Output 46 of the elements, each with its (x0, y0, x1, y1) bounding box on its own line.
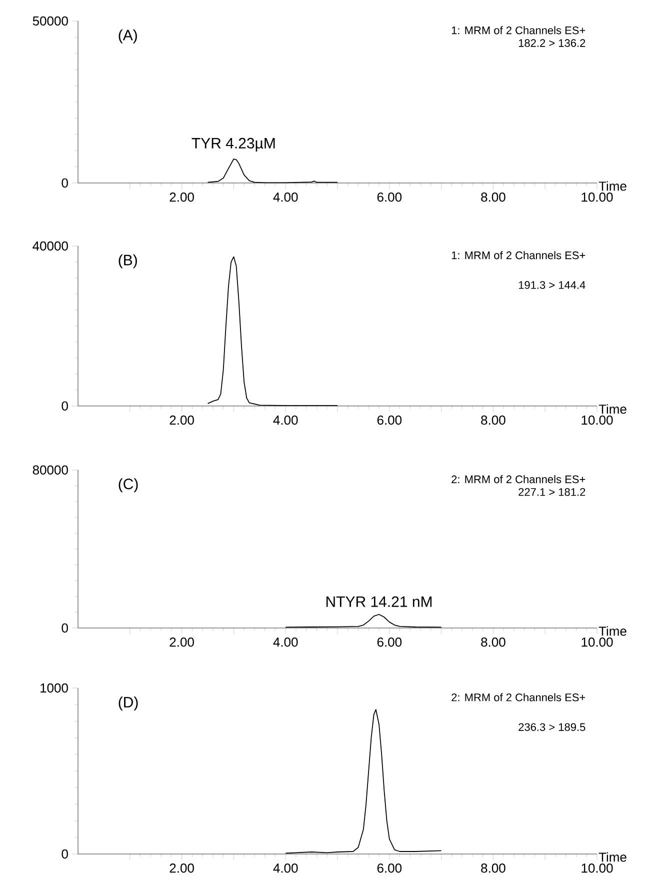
x-tick-label: 8.00 (481, 192, 506, 202)
x-tick-label: 4.00 (273, 638, 298, 647)
annotation: NTYR 14.21 nM (326, 596, 432, 607)
x-tick-label: 2.00 (170, 192, 194, 202)
x-tick-label: 8.00 (481, 864, 506, 873)
x-axis-title: Time (598, 626, 626, 636)
y-tick-label: 1000 (40, 683, 68, 693)
annotation: 182.2 > 136.2 (518, 39, 586, 47)
x-axis-title: Time (598, 852, 626, 862)
annotation: 236.3 > 189.5 (518, 723, 586, 731)
text: (D) (118, 696, 138, 710)
y-tick-label: 80000 (32, 465, 68, 475)
x-axis-title: Time (598, 404, 626, 414)
y-tick-label: 0 (62, 623, 68, 633)
annotation: 2: MRM of 2 Channels ES+ (452, 475, 586, 484)
text: (C) (118, 478, 138, 492)
x-tick-label: 2.00 (170, 638, 194, 647)
x-tick-label: 6.00 (377, 638, 402, 647)
text: (B) (118, 254, 137, 268)
x-tick-label: 4.00 (273, 864, 298, 873)
annotation: 1: MRM of 2 Channels ES+ (452, 251, 586, 260)
x-tick-label: 10.00 (582, 192, 613, 202)
x-tick-label: 6.00 (377, 192, 402, 202)
annotation: 191.3 > 144.4 (518, 281, 586, 289)
annotation: 1: MRM of 2 Channels ES+ (452, 26, 586, 34)
y-tick-label: 0 (62, 401, 68, 411)
annotation: TYR 4.23µM (192, 138, 275, 152)
x-tick-label: 2.00 (170, 416, 194, 425)
x-tick-label: 4.00 (273, 416, 298, 425)
y-tick-label: 0 (62, 849, 68, 859)
x-tick-label: 2.00 (170, 864, 194, 873)
x-tick-label: 8.00 (481, 638, 506, 647)
x-tick-label: 10.00 (582, 416, 613, 425)
x-tick-label: 10.00 (582, 638, 613, 647)
x-tick-label: 6.00 (377, 864, 402, 873)
annotation: 2: MRM of 2 Channels ES+ (452, 693, 586, 702)
y-tick-label: 40000 (32, 241, 68, 251)
x-tick-label: 8.00 (481, 416, 506, 425)
x-tick-label: 4.00 (273, 192, 298, 202)
annotation: 227.1 > 181.2 (518, 488, 586, 496)
x-axis-title: Time (598, 181, 626, 191)
y-tick-label: 50000 (32, 16, 68, 26)
y-tick-label: 0 (62, 178, 68, 188)
x-tick-label: 10.00 (582, 864, 613, 873)
text: (A) (118, 29, 137, 44)
x-tick-label: 6.00 (377, 416, 402, 425)
